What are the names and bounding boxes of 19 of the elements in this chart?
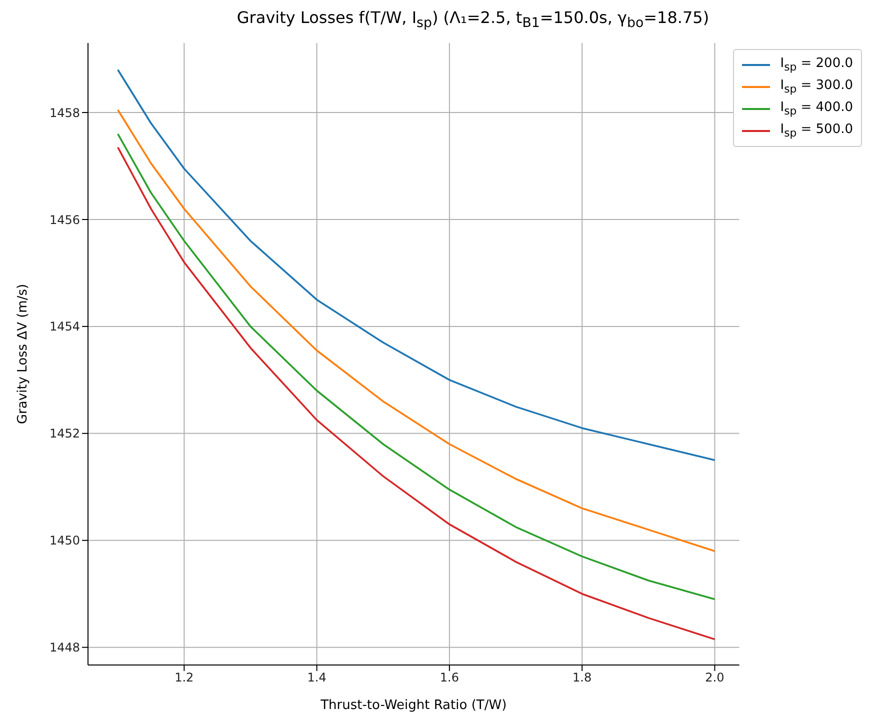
- legend-label: I$_{sp}$ = 200.0: [780, 56, 853, 74]
- y-tick-label: 1454: [49, 320, 80, 334]
- y-tick-label: 1452: [49, 426, 80, 441]
- x-tick-label: 1.6: [440, 670, 459, 685]
- x-tick-label: 2.0: [705, 670, 724, 685]
- x-tick-label: 1.4: [307, 670, 326, 685]
- y-tick-label: 1456: [49, 212, 80, 227]
- y-tick-label: 1458: [49, 106, 80, 120]
- x-tick-label: 1.2: [174, 670, 194, 685]
- x-axis-title: Thrust-to-Weight Ratio (T/W): [320, 698, 507, 714]
- legend-label: I$_{sp}$ = 400.0: [780, 100, 853, 118]
- line-series: [116, 69, 716, 462]
- chart-title: Gravity Losses f(T/W, I$_{sp}$) (Λ₁=2.5, t$_{B1}$=150.0s, γ$_{bo}$=18.75): [236, 8, 710, 32]
- y-axis-title: Gravity Loss ΔV (m/s): [16, 284, 31, 424]
- x-tick-label: 1.8: [572, 670, 592, 685]
- y-tick-label: 1450: [49, 534, 80, 548]
- legend-label: I$_{sp}$ = 300.0: [780, 78, 853, 96]
- legend-label: I$_{sp}$ = 500.0: [780, 122, 853, 140]
- y-tick-label: 1448: [49, 640, 80, 655]
